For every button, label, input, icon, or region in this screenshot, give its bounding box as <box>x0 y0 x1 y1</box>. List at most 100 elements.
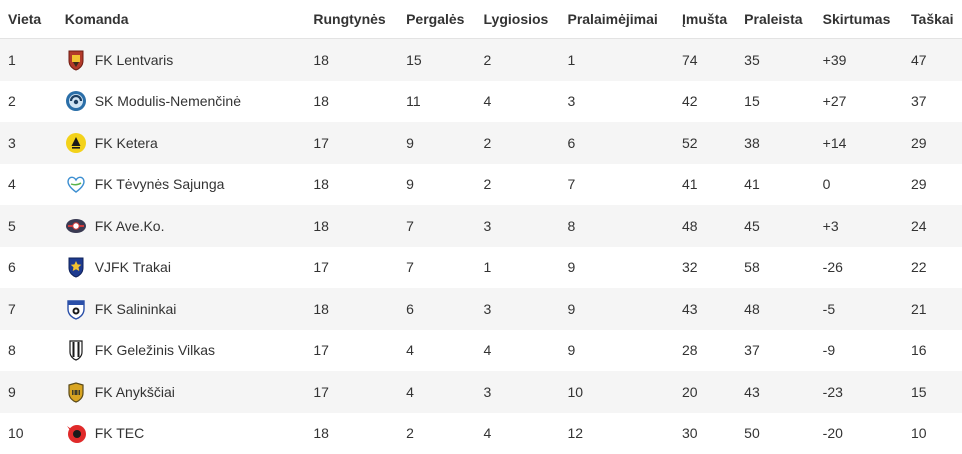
goals-for-cell: 41 <box>674 164 736 206</box>
goals-for-cell: 74 <box>674 39 736 81</box>
team-name[interactable]: SK Modulis-Nemenčinė <box>95 93 241 109</box>
team-cell[interactable]: SK Modulis-Nemenčinė <box>57 81 306 123</box>
fk-lentvaris-crest-icon <box>65 49 87 71</box>
team-name[interactable]: FK Anykščiai <box>95 384 175 400</box>
losses-cell: 3 <box>559 81 674 123</box>
team-cell[interactable]: FK Tėvynės Sajunga <box>57 164 306 206</box>
played-cell: 18 <box>305 205 398 247</box>
played-cell: 18 <box>305 39 398 81</box>
team-name[interactable]: FK Tėvynės Sajunga <box>95 176 225 192</box>
points-cell: 29 <box>903 122 962 164</box>
team-name[interactable]: FK Lentvaris <box>95 52 174 68</box>
wins-cell: 2 <box>398 413 475 454</box>
points-cell: 10 <box>903 413 962 454</box>
goals-against-cell: 58 <box>736 247 815 289</box>
header-losses[interactable]: Pralaimėjimai <box>559 0 674 39</box>
team-name[interactable]: FK Salininkai <box>95 301 177 317</box>
losses-cell: 9 <box>559 247 674 289</box>
team-cell[interactable]: VJFK Trakai <box>57 247 306 289</box>
points-cell: 47 <box>903 39 962 81</box>
header-goals-against[interactable]: Praleista <box>736 0 815 39</box>
team-name[interactable]: FK Ave.Ko. <box>95 218 165 234</box>
position-cell: 3 <box>0 122 57 164</box>
header-position[interactable]: Vieta <box>0 0 57 39</box>
team-cell[interactable]: FK TEC <box>57 413 306 454</box>
goal-difference-cell: +14 <box>815 122 903 164</box>
points-cell: 24 <box>903 205 962 247</box>
goal-difference-cell: -23 <box>815 371 903 413</box>
losses-cell: 12 <box>559 413 674 454</box>
table-row: 2 SK Modulis-Nemenčinė 18 11 4 3 42 15 +… <box>0 81 962 123</box>
losses-cell: 7 <box>559 164 674 206</box>
table-body: 1 FK Lentvaris 18 15 2 1 74 35 +39 47 2 … <box>0 39 962 454</box>
losses-cell: 8 <box>559 205 674 247</box>
goals-against-cell: 38 <box>736 122 815 164</box>
played-cell: 17 <box>305 122 398 164</box>
losses-cell: 9 <box>559 288 674 330</box>
goals-for-cell: 20 <box>674 371 736 413</box>
wins-cell: 9 <box>398 122 475 164</box>
draws-cell: 3 <box>476 288 560 330</box>
goals-against-cell: 35 <box>736 39 815 81</box>
points-cell: 15 <box>903 371 962 413</box>
points-cell: 16 <box>903 330 962 372</box>
wins-cell: 4 <box>398 371 475 413</box>
draws-cell: 2 <box>476 122 560 164</box>
goal-difference-cell: +39 <box>815 39 903 81</box>
losses-cell: 10 <box>559 371 674 413</box>
goals-against-cell: 45 <box>736 205 815 247</box>
losses-cell: 6 <box>559 122 674 164</box>
team-name[interactable]: FK Ketera <box>95 135 158 151</box>
losses-cell: 9 <box>559 330 674 372</box>
goal-difference-cell: 0 <box>815 164 903 206</box>
goals-against-cell: 43 <box>736 371 815 413</box>
vjfk-trakai-crest-icon <box>65 256 87 278</box>
team-cell[interactable]: FK Anykščiai <box>57 371 306 413</box>
team-name[interactable]: FK TEC <box>95 425 145 441</box>
header-draws[interactable]: Lygiosios <box>476 0 560 39</box>
draws-cell: 3 <box>476 371 560 413</box>
header-wins[interactable]: Pergalės <box>398 0 475 39</box>
wins-cell: 7 <box>398 247 475 289</box>
draws-cell: 1 <box>476 247 560 289</box>
team-cell[interactable]: FK Salininkai <box>57 288 306 330</box>
position-cell: 2 <box>0 81 57 123</box>
goals-for-cell: 52 <box>674 122 736 164</box>
goal-difference-cell: +27 <box>815 81 903 123</box>
wins-cell: 7 <box>398 205 475 247</box>
position-cell: 10 <box>0 413 57 454</box>
draws-cell: 2 <box>476 39 560 81</box>
goals-against-cell: 15 <box>736 81 815 123</box>
goals-for-cell: 30 <box>674 413 736 454</box>
team-name[interactable]: VJFK Trakai <box>95 259 171 275</box>
played-cell: 17 <box>305 247 398 289</box>
team-cell[interactable]: FK Geležinis Vilkas <box>57 330 306 372</box>
fk-anyksciai-crest-icon <box>65 381 87 403</box>
played-cell: 17 <box>305 330 398 372</box>
goals-for-cell: 32 <box>674 247 736 289</box>
header-goal-difference[interactable]: Skirtumas <box>815 0 903 39</box>
wins-cell: 15 <box>398 39 475 81</box>
team-name[interactable]: FK Geležinis Vilkas <box>95 342 215 358</box>
header-team[interactable]: Komanda <box>57 0 306 39</box>
position-cell: 7 <box>0 288 57 330</box>
fk-tec-crest-icon <box>65 422 87 444</box>
played-cell: 18 <box>305 164 398 206</box>
position-cell: 4 <box>0 164 57 206</box>
position-cell: 9 <box>0 371 57 413</box>
goals-for-cell: 48 <box>674 205 736 247</box>
draws-cell: 4 <box>476 81 560 123</box>
team-cell[interactable]: FK Ave.Ko. <box>57 205 306 247</box>
position-cell: 1 <box>0 39 57 81</box>
wins-cell: 6 <box>398 288 475 330</box>
fk-gelezinis-vilkas-crest-icon <box>65 339 87 361</box>
goal-difference-cell: -20 <box>815 413 903 454</box>
team-cell[interactable]: FK Lentvaris <box>57 39 306 81</box>
points-cell: 37 <box>903 81 962 123</box>
team-cell[interactable]: FK Ketera <box>57 122 306 164</box>
table-row: 8 FK Geležinis Vilkas 17 4 4 9 28 37 -9 … <box>0 330 962 372</box>
header-goals-for[interactable]: Įmušta <box>674 0 736 39</box>
header-played[interactable]: Rungtynės <box>305 0 398 39</box>
header-points[interactable]: Taškai <box>903 0 962 39</box>
table-row: 3 FK Ketera 17 9 2 6 52 38 +14 29 <box>0 122 962 164</box>
